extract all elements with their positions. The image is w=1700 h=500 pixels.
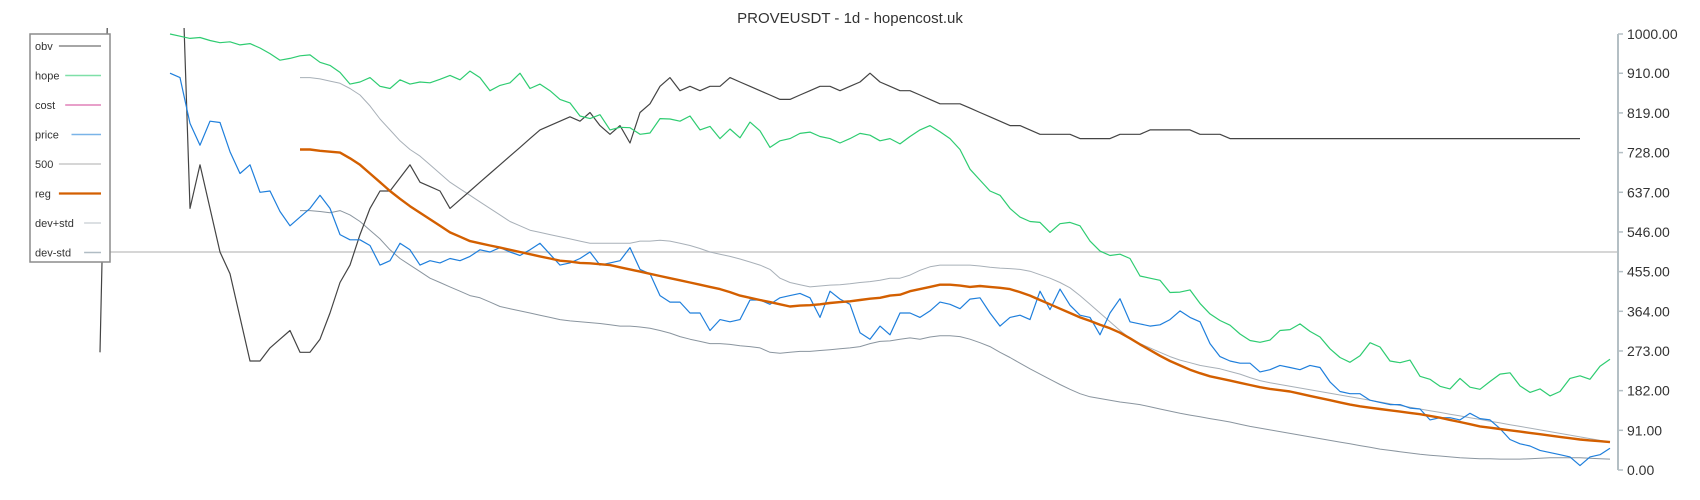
legend-item-label: obv	[35, 41, 53, 53]
y-axis: 1000.00 910.00 819.00 728.00 637.00 546.00 455…	[1617, 26, 1678, 478]
y-tick-label: 455.00	[1627, 264, 1670, 280]
y-tick-label: 0.00	[1627, 462, 1654, 478]
y-tick-label: 364.00	[1627, 303, 1670, 319]
y-tick-label: 182.00	[1627, 383, 1670, 399]
y-tick-label: 546.00	[1627, 224, 1670, 240]
series-obv	[99, 28, 1580, 362]
series-reg	[300, 148, 1611, 444]
series-hope	[169, 33, 1611, 397]
legend-item-label: cost	[35, 100, 55, 112]
series-price	[169, 72, 1611, 467]
legend-item-label: price	[35, 130, 59, 142]
y-tick-label: 1000.00	[1627, 26, 1678, 42]
legend-item-label: 500	[35, 159, 53, 171]
legend-item-label: dev-std	[35, 248, 71, 260]
series-devplusstd	[300, 77, 1611, 443]
y-tick-label: 910.00	[1627, 65, 1670, 81]
chart-title: PROVEUSDT - 1d - hopencost.uk	[737, 10, 963, 27]
legend: obv hope cost price 500 reg dev+std dev-std	[29, 33, 111, 263]
y-tick-label: 728.00	[1627, 145, 1670, 161]
legend-item-label: reg	[35, 189, 51, 201]
y-tick-label: 273.00	[1627, 343, 1670, 359]
y-tick-label: 91.00	[1627, 422, 1662, 438]
series-layer	[30, 28, 1618, 467]
legend-item-label: dev+std	[35, 218, 74, 230]
y-tick-label: 819.00	[1627, 105, 1670, 121]
series-devminusstd	[300, 210, 1611, 460]
y-tick-label: 637.00	[1627, 184, 1670, 200]
legend-item-label: hope	[35, 71, 59, 83]
